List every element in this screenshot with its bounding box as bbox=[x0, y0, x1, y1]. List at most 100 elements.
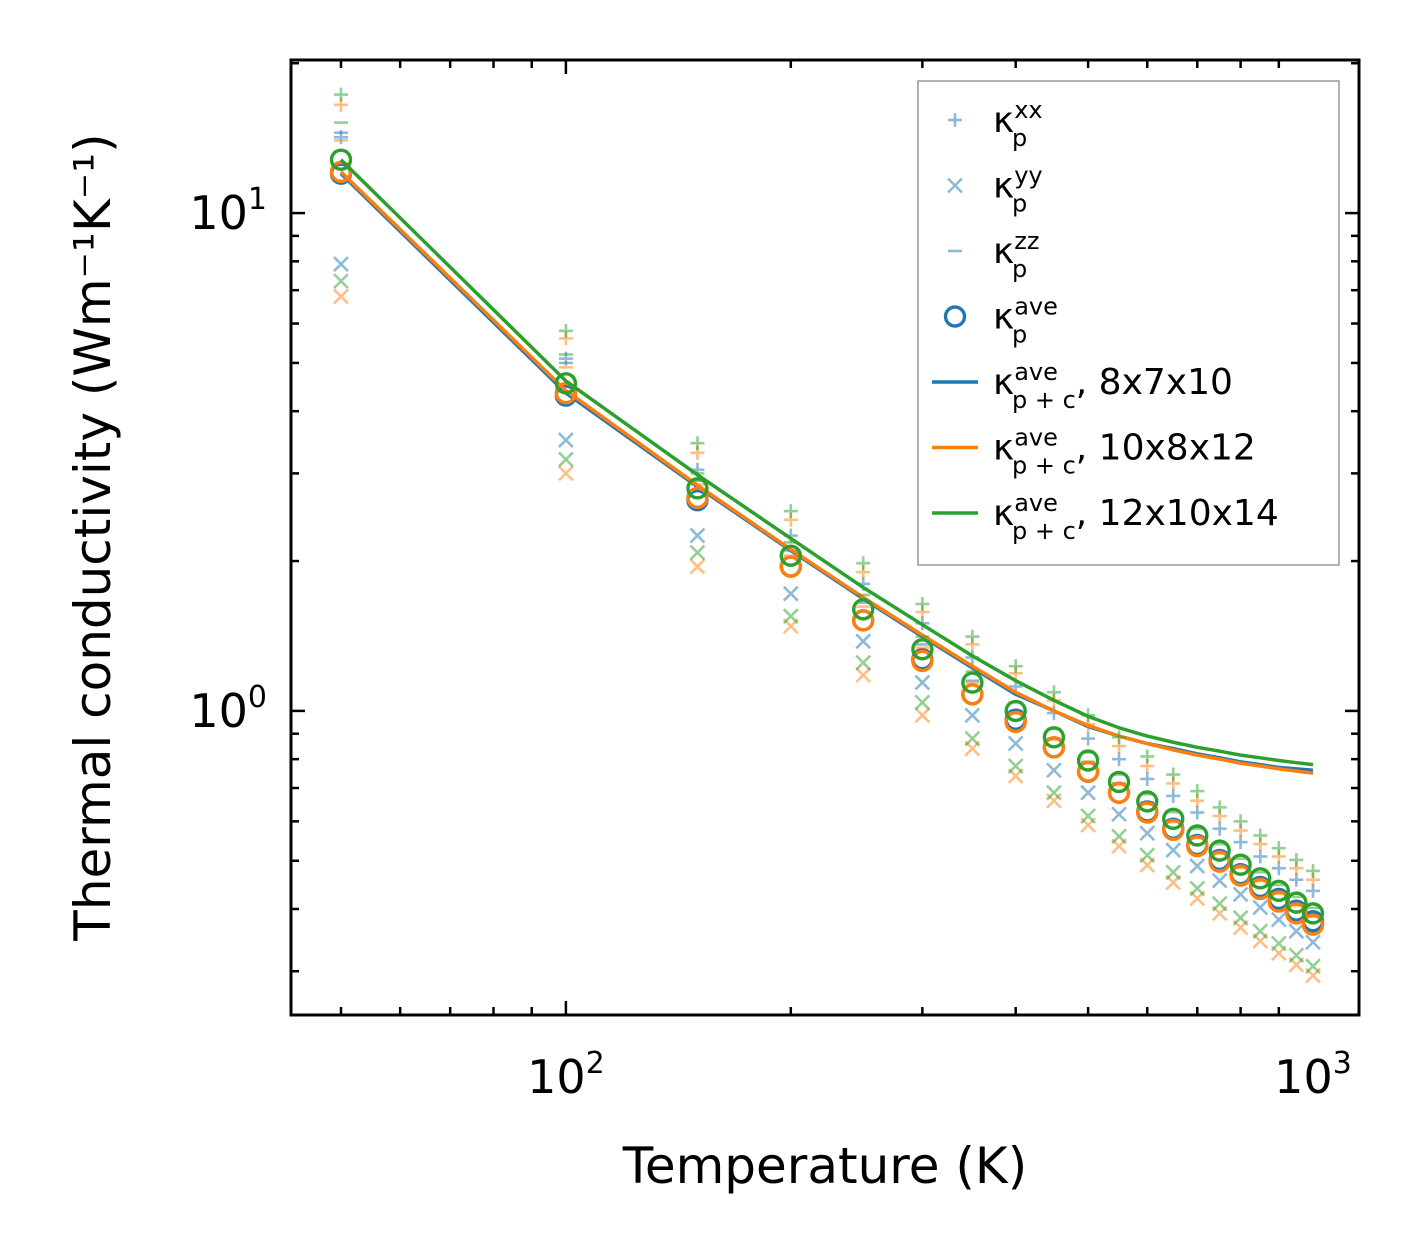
plot-area bbox=[329, 87, 1325, 984]
y-tick-label-10: 101 bbox=[189, 182, 267, 240]
point-kappa-ave-12x10x14-200 bbox=[779, 544, 802, 567]
point-kappa-yy-8x7x10-800 bbox=[1232, 886, 1249, 903]
point-kappa-yy-8x7x10-400-b bbox=[1007, 735, 1024, 752]
legend-marker-x-b bbox=[947, 177, 963, 194]
point-kappa-yy-10x8x12-100 bbox=[557, 465, 574, 482]
point-kappa-yy-8x7x10-950-b bbox=[1288, 923, 1305, 940]
point-kappa-ave-12x10x14-250 bbox=[852, 598, 875, 621]
point-kappa-yy-12x10x14-650-b bbox=[1165, 864, 1182, 881]
point-kappa-yy-8x7x10-550 bbox=[1111, 806, 1127, 823]
point-kappa-yy-8x7x10-150-b bbox=[689, 527, 706, 544]
point-kappa-yy-8x7x10-900 bbox=[1270, 911, 1287, 928]
y-tick-label-1: 100 bbox=[189, 680, 267, 738]
point-kappa-yy-8x7x10-800-b bbox=[1232, 886, 1249, 903]
point-kappa-yy-12x10x14-200 bbox=[782, 608, 799, 625]
point-kappa-xx-12x10x14-200 bbox=[783, 504, 798, 519]
point-kappa-ave-10x8x12-500 bbox=[1076, 760, 1100, 783]
point-kappa-yy-12x10x14-300-b bbox=[914, 694, 931, 711]
point-kappa-yy-12x10x14-800-b bbox=[1232, 909, 1249, 926]
point-kappa-yy-10x8x12-250 bbox=[855, 667, 872, 684]
point-kappa-yy-8x7x10-750 bbox=[1211, 872, 1228, 889]
legend-marker-circle bbox=[943, 305, 967, 328]
point-kappa-yy-12x10x14-700 bbox=[1189, 880, 1206, 897]
point-kappa-yy-12x10x14-150-b bbox=[689, 544, 706, 561]
point-kappa-yy-8x7x10-350-b bbox=[964, 707, 981, 724]
point-kappa-xx-12x10x14-400 bbox=[1008, 659, 1023, 674]
point-kappa-yy-12x10x14-700-b bbox=[1189, 880, 1206, 897]
point-kappa-yy-8x7x10-600 bbox=[1139, 825, 1156, 842]
point-kappa-xx-12x10x14-350 bbox=[965, 629, 980, 644]
point-kappa-xx-12x10x14-300 bbox=[915, 596, 930, 611]
point-kappa-ave-10x8x12-50 bbox=[329, 160, 353, 184]
point-kappa-xx-12x10x14-650 bbox=[1166, 767, 1181, 782]
point-kappa-yy-12x10x14-200-b bbox=[782, 608, 799, 625]
point-kappa-xx-8x7x10-900 bbox=[1271, 861, 1286, 876]
point-kappa-yy-12x10x14-100 bbox=[557, 451, 574, 468]
legend-entry-4: κave p bbox=[943, 293, 1058, 349]
point-kappa-yy-12x10x14-450 bbox=[1045, 784, 1062, 801]
point-kappa-ave-12x10x14-550 bbox=[1107, 770, 1131, 794]
point-kappa-yy-12x10x14-600-b bbox=[1139, 847, 1156, 864]
point-kappa-ave-12x10x14-950 bbox=[1285, 891, 1308, 914]
point-kappa-xx-12x10x14-900 bbox=[1271, 841, 1286, 856]
point-kappa-yy-10x8x12-250-b bbox=[855, 667, 872, 684]
point-kappa-ave-12x10x14-400 bbox=[1004, 699, 1027, 723]
point-kappa-ave-12x10x14-700 bbox=[1186, 824, 1209, 847]
point-kappa-yy-12x10x14-650 bbox=[1165, 864, 1182, 881]
point-kappa-yy-8x7x10-300-b bbox=[914, 674, 931, 691]
point-kappa-ave-12x10x14-450 bbox=[1042, 726, 1066, 749]
point-kappa-ave-10x8x12-750 bbox=[1208, 850, 1231, 873]
point-kappa-yy-12x10x14-500 bbox=[1080, 808, 1097, 824]
point-kappa-yy-8x7x10-200 bbox=[782, 585, 799, 602]
point-kappa-yy-8x7x10-150 bbox=[689, 527, 706, 544]
point-kappa-ave-10x8x12-400 bbox=[1004, 710, 1027, 734]
point-kappa-xx-12x10x14-800 bbox=[1233, 814, 1248, 829]
point-kappa-ave-12x10x14-900 bbox=[1267, 879, 1291, 903]
legend-entry-5: κave p + c, 8x7x10 bbox=[932, 358, 1233, 414]
point-kappa-ave-10x8x12-150 bbox=[686, 486, 709, 509]
point-kappa-yy-12x10x14-150 bbox=[689, 544, 706, 561]
point-kappa-yy-12x10x14-250-b bbox=[855, 654, 872, 671]
point-kappa-yy-12x10x14-50 bbox=[333, 273, 349, 290]
point-kappa-ave-12x10x14-500 bbox=[1076, 749, 1100, 772]
point-kappa-yy-12x10x14-750 bbox=[1211, 895, 1228, 912]
legend-entry-2: κyy p bbox=[947, 162, 1043, 218]
point-kappa-ave-10x8x12-600 bbox=[1136, 801, 1159, 824]
legend-label: κyy p bbox=[993, 162, 1043, 218]
line-kappa-pc-ave-10x8x12 bbox=[339, 170, 1314, 775]
point-kappa-xx-12x10x14-850 bbox=[1253, 828, 1268, 843]
point-kappa-yy-12x10x14-100-b bbox=[557, 451, 574, 468]
point-kappa-yy-12x10x14-350-b bbox=[964, 730, 981, 747]
point-kappa-yy-8x7x10-200-b bbox=[782, 585, 799, 602]
point-kappa-yy-10x8x12-50 bbox=[333, 288, 349, 305]
point-kappa-yy-8x7x10-850-b bbox=[1252, 899, 1269, 916]
point-kappa-yy-12x10x14-900-b bbox=[1270, 935, 1287, 952]
point-kappa-yy-8x7x10-850 bbox=[1252, 899, 1269, 916]
point-kappa-yy-12x10x14-950-b bbox=[1288, 947, 1305, 964]
point-kappa-ave-12x10x14-50 bbox=[329, 148, 353, 171]
point-kappa-ave-10x8x12-300 bbox=[911, 649, 934, 673]
point-kappa-yy-8x7x10-300 bbox=[914, 674, 931, 691]
legend-label: κave p bbox=[993, 293, 1058, 349]
point-kappa-yy-8x7x10-400 bbox=[1007, 735, 1024, 752]
point-kappa-ave-10x8x12-550 bbox=[1107, 781, 1131, 804]
point-kappa-yy-8x7x10-650 bbox=[1165, 842, 1182, 859]
legend-label: κave p + c, 8x7x10 bbox=[993, 358, 1233, 414]
point-kappa-yy-12x10x14-750-b bbox=[1211, 895, 1228, 912]
point-kappa-yy-12x10x14-450-b bbox=[1045, 784, 1062, 801]
point-kappa-xx-8x7x10-650 bbox=[1166, 788, 1181, 803]
point-kappa-yy-10x8x12-150-b bbox=[689, 558, 706, 575]
x-axis-title: Temperature (K) bbox=[622, 1137, 1027, 1195]
point-kappa-yy-8x7x10-1000 bbox=[1305, 934, 1321, 951]
point-kappa-yy-12x10x14-850-b bbox=[1252, 923, 1269, 940]
legend-entry-1: κxx p bbox=[948, 96, 1043, 152]
point-kappa-yy-8x7x10-750-b bbox=[1211, 872, 1228, 889]
point-kappa-ave-12x10x14-850 bbox=[1249, 867, 1272, 890]
legend: κxx p κyy p κzz p κave p κave p + c, 8x7x10 κave p … bbox=[917, 80, 1340, 566]
point-kappa-xx-12x10x14-450 bbox=[1046, 685, 1061, 700]
point-kappa-ave-12x10x14-600 bbox=[1136, 790, 1159, 813]
point-kappa-yy-8x7x10-500 bbox=[1080, 784, 1097, 801]
legend-label: κxx p bbox=[993, 96, 1043, 152]
point-kappa-xx-12x10x14-550 bbox=[1112, 730, 1127, 745]
point-kappa-yy-10x8x12-300-b bbox=[914, 707, 931, 724]
